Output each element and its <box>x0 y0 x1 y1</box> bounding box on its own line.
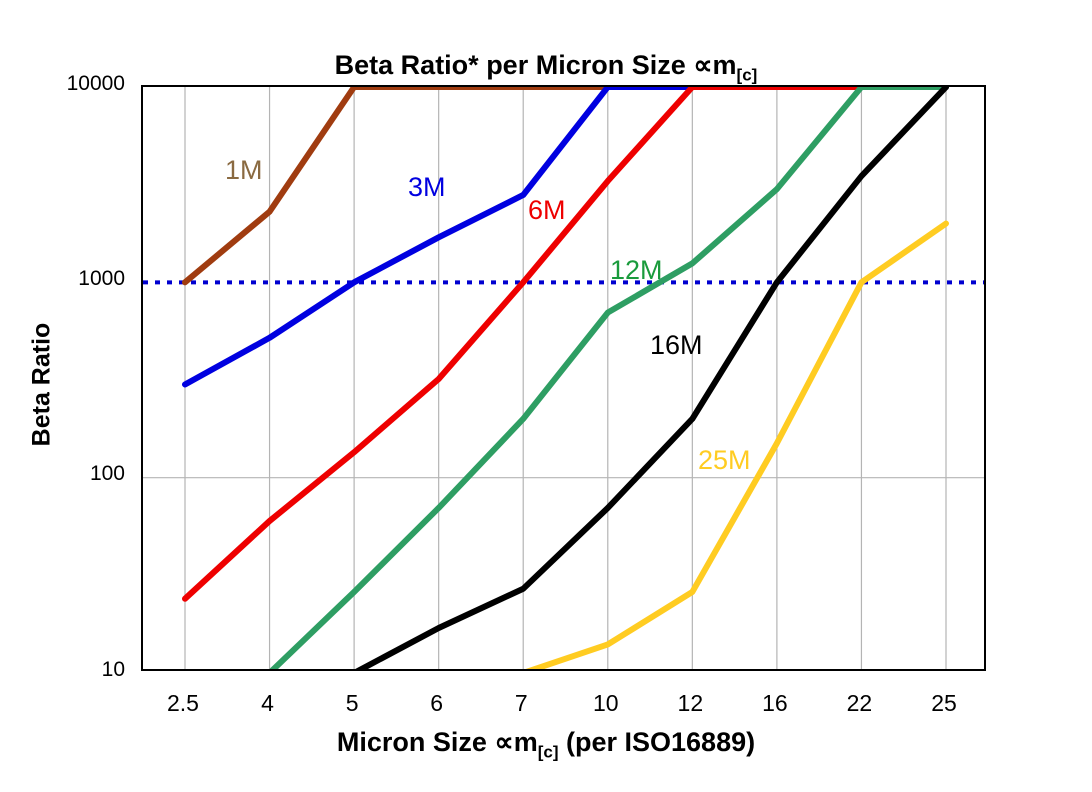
plot-area <box>141 85 986 671</box>
chart-title: Beta Ratio* per Micron Size ∝m[c] <box>0 50 1092 85</box>
x-axis-title-tail: (per ISO16889) <box>558 727 756 757</box>
chart-title-main: Beta Ratio* per Micron Size <box>334 50 694 80</box>
x-tick-label-12: 12 <box>677 690 704 716</box>
x-axis-title-symbol: ∝m <box>494 727 538 757</box>
chart-title-symbol: ∝m <box>693 50 737 80</box>
x-tick-label-7: 7 <box>514 690 528 716</box>
x-tick-label-4: 4 <box>261 690 274 716</box>
series-line-1m <box>182 87 949 286</box>
series-label-16m: 16M <box>650 330 703 360</box>
series-line-6m <box>182 87 949 602</box>
series-line-16m <box>355 87 949 669</box>
series-label-1m: 1M <box>225 155 263 185</box>
x-axis-title-subscript: [c] <box>537 742 559 762</box>
series-line-12m <box>269 87 949 669</box>
x-tick-label-10: 10 <box>592 690 619 716</box>
x-tick-label-2-5: 2.5 <box>167 690 199 716</box>
chart-title-subscript: [c] <box>736 65 758 85</box>
series-label-6m: 6M <box>528 195 566 225</box>
x-axis-title-main: Micron Size <box>336 727 495 757</box>
x-tick-label-16: 16 <box>762 690 788 716</box>
series-label-3m: 3M <box>408 172 446 202</box>
x-tick-label-6: 6 <box>430 690 444 716</box>
y-tick-label-10: 10 <box>101 658 125 681</box>
x-axis-title: Micron Size ∝m[c] (per ISO16889) <box>0 727 1092 762</box>
x-tick-label-25: 25 <box>931 690 957 716</box>
y-tick-label-100: 100 <box>89 462 125 485</box>
series-line-25m <box>525 220 949 669</box>
x-tick-label-22: 22 <box>846 690 873 716</box>
series-line-3m <box>182 87 949 388</box>
series-layer <box>182 87 949 669</box>
y-tick-label-1000: 1000 <box>78 267 125 290</box>
y-tick-label-10000: 10000 <box>66 72 125 95</box>
x-tick-label-5: 5 <box>345 690 359 716</box>
series-label-12m: 12M <box>610 255 663 285</box>
series-label-25m: 25M <box>698 445 751 475</box>
